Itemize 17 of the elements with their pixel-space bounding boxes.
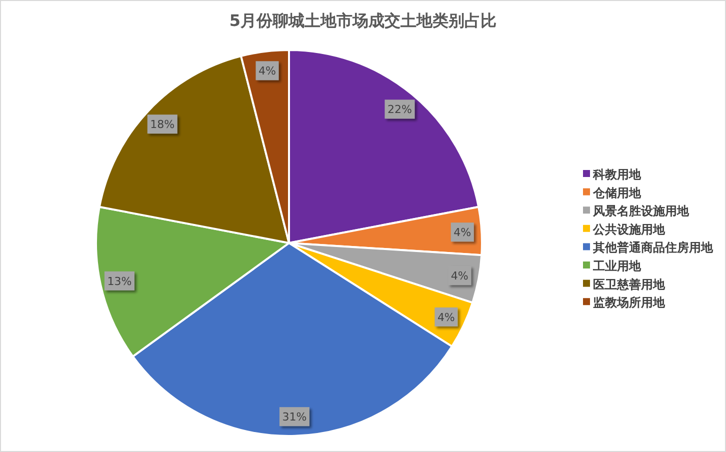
data-label: 4% (454, 226, 472, 240)
data-label: 18% (150, 118, 175, 132)
legend-label: 公共设施用地 (592, 222, 666, 236)
legend-label: 风景名胜设施用地 (592, 204, 690, 218)
legend-label: 工业用地 (592, 259, 642, 273)
chart-title: 5月份聊城土地市场成交土地类别占比 (229, 11, 497, 30)
data-label: 4% (437, 310, 455, 324)
legend-label: 医卫慈善用地 (593, 277, 666, 292)
data-label: 13% (107, 274, 132, 288)
legend-label: 监教场所用地 (593, 296, 666, 310)
legend-label: 其他普通商品住房用地 (592, 240, 714, 255)
data-label: 4% (450, 270, 468, 283)
data-label: 31% (282, 410, 307, 424)
legend-label: 仓储用地 (592, 186, 642, 200)
legend-label: 科教用地 (592, 168, 642, 182)
data-label: 22% (387, 103, 412, 116)
data-label: 4% (258, 64, 276, 78)
